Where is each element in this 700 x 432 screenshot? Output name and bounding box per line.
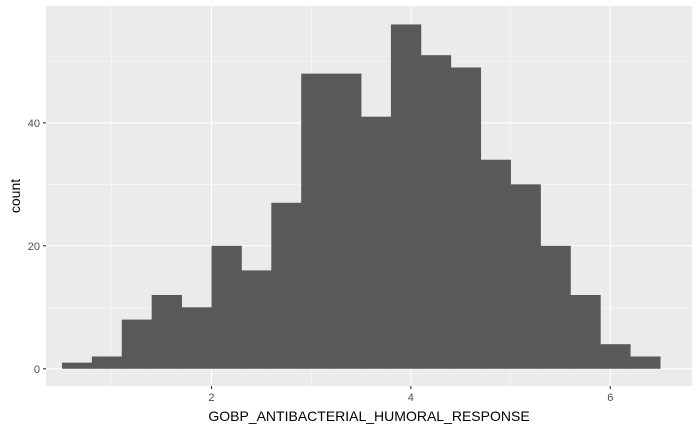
histogram-bar [480, 159, 511, 369]
histogram-bar [630, 356, 661, 369]
histogram-bar [331, 73, 362, 369]
histogram-bar [450, 67, 482, 369]
histogram-bar [301, 73, 332, 369]
histogram-bar [361, 116, 392, 369]
histogram-bar [151, 294, 182, 369]
histogram-bar [540, 245, 571, 369]
y-tick-label: 20 [28, 241, 40, 253]
x-tick-label: 2 [208, 392, 214, 404]
histogram-bar [420, 55, 452, 369]
histogram-bars [61, 24, 661, 369]
histogram-bar [390, 24, 422, 369]
x-tick-label: 6 [607, 392, 613, 404]
x-axis-title: GOBP_ANTIBACTERIAL_HUMORAL_RESPONSE [208, 408, 529, 424]
histogram-bar [600, 344, 631, 369]
histogram-bar [241, 270, 272, 369]
y-axis-title: count [7, 179, 23, 213]
histogram-bar [61, 362, 93, 369]
histogram-bar [91, 356, 123, 369]
histogram-bar [510, 184, 541, 369]
histogram-bar [181, 307, 212, 369]
y-tick-label: 0 [34, 364, 40, 376]
x-tick-label: 4 [408, 392, 414, 404]
y-axis: 0 20 40 [28, 118, 46, 376]
histogram-bar [271, 202, 302, 369]
histogram-bar [211, 245, 242, 369]
histogram-bar [121, 319, 153, 369]
histogram-bar [570, 294, 601, 369]
y-tick-label: 40 [28, 118, 40, 130]
x-axis: 2 4 6 [208, 386, 613, 404]
